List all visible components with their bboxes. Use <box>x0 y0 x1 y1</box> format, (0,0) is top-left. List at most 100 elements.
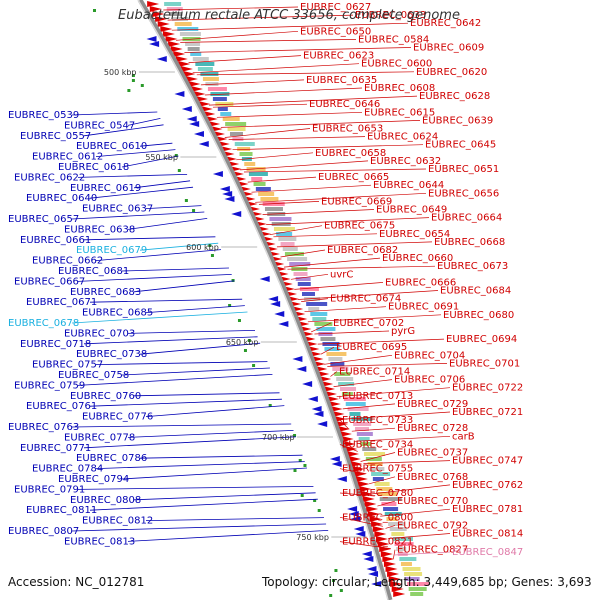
gene-label-forward: EUBREC_0642 <box>410 18 481 29</box>
forward-gene-arrow <box>185 76 198 82</box>
gene-label-forward: EUBREC_0639 <box>422 115 493 126</box>
reverse-gene-arrow <box>231 211 242 217</box>
forward-gene-arrow <box>162 31 175 37</box>
leader-line-forward <box>192 63 360 74</box>
leader-line-forward <box>212 103 308 108</box>
leader-line-forward <box>236 152 314 161</box>
leader-line-reverse <box>95 361 268 365</box>
forward-gene-arrow <box>391 586 404 592</box>
gene-label-forward: EUBREC_0632 <box>370 156 441 167</box>
cog-band <box>164 2 182 6</box>
cog-band <box>402 567 421 571</box>
reverse-gene-arrow <box>296 366 307 372</box>
gene-label-forward: EUBREC_0737 <box>397 448 468 459</box>
gene-label-forward: EUBREC_0635 <box>306 75 377 86</box>
forward-gene-arrow <box>352 466 365 472</box>
cog-band <box>332 367 349 371</box>
forward-gene-arrow <box>195 96 208 102</box>
gene-label-forward: EUBREC_0644 <box>373 180 444 191</box>
reverse-gene-arrow <box>366 566 377 572</box>
leader-line-forward <box>369 476 396 485</box>
gene-label-forward: EUBREC_0682 <box>327 245 398 256</box>
forward-gene-arrow <box>369 516 382 522</box>
tick-label: 500 kbp <box>104 68 137 77</box>
gene-label-forward: EUBREC_0713 <box>342 391 413 402</box>
forward-gene-arrow <box>388 576 401 582</box>
reverse-gene-arrow <box>311 406 322 412</box>
backbone-arc-highlight <box>137 0 389 600</box>
gc-marker <box>252 364 256 367</box>
forward-gene-arrow <box>366 506 379 512</box>
gene-label-reverse: EUBREC_0703 <box>64 328 135 339</box>
gc-marker <box>184 199 188 202</box>
cog-band <box>264 207 283 211</box>
reverse-gene-arrow <box>353 526 364 532</box>
forward-gene-arrow <box>382 556 395 562</box>
cog-band <box>251 177 263 181</box>
forward-gene-arrow <box>362 496 375 502</box>
leader-line-reverse <box>121 467 308 480</box>
cog-band <box>195 62 215 66</box>
cog-band <box>166 7 183 11</box>
reverse-gene-arrow <box>363 556 374 562</box>
gene-label-forward: EUBREC_0651 <box>428 164 499 175</box>
cog-band <box>225 122 247 126</box>
leader-line-forward <box>339 468 367 475</box>
cog-band <box>410 592 424 596</box>
gene-label-reverse: EUBREC_0776 <box>82 412 153 423</box>
leader-line-reverse <box>121 367 270 376</box>
cog-band <box>280 242 295 246</box>
gene-label-reverse: EUBREC_0679 <box>76 245 147 256</box>
gc-marker <box>243 349 247 352</box>
forward-gene-arrow <box>175 56 188 62</box>
leader-line-forward <box>262 209 375 215</box>
leader-line-reverse <box>133 492 316 501</box>
cog-band <box>365 457 382 461</box>
gene-label-forward: EUBREC_0666 <box>385 277 456 288</box>
gene-label-forward: EUBREC_0800 <box>342 512 413 523</box>
accession-text: Accession: NC_012781 <box>8 575 145 589</box>
cog-band <box>287 257 308 261</box>
cog-band <box>278 237 297 241</box>
tick-label: 550 kbp <box>145 153 178 162</box>
leader-line-reverse <box>139 454 303 459</box>
leader-line-forward <box>228 136 366 140</box>
gene-label-reverse: EUBREC_0786 <box>76 453 147 464</box>
gene-label-forward: EUBREC_0623 <box>303 51 374 62</box>
gene-label-reverse: EUBREC_0758 <box>58 370 129 381</box>
forward-gene-arrow <box>328 401 341 407</box>
reverse-gene-arrow <box>348 511 359 517</box>
cog-band <box>343 397 366 401</box>
leader-line-reverse <box>89 398 282 407</box>
cog-band <box>190 52 202 56</box>
gene-label-reverse: EUBREC_0778 <box>64 432 135 443</box>
leader-line-forward <box>339 516 383 527</box>
leader-line-forward <box>176 30 299 41</box>
gene-label-reverse: EUBREC_0812 <box>82 516 153 527</box>
leader-line-forward <box>251 184 372 193</box>
leader-line-reverse <box>133 180 191 189</box>
forward-gene-arrow <box>359 486 372 492</box>
leader-line-forward <box>394 551 451 556</box>
gene-label-forward: EUBREC_0847 <box>452 547 523 558</box>
gene-label-forward: EUBREC_0627 <box>300 2 371 13</box>
cog-band <box>330 362 345 366</box>
gene-label-forward: EUBREC_0600 <box>361 59 432 70</box>
cog-band <box>362 447 377 451</box>
gene-label-reverse: EUBREC_0619 <box>70 183 141 194</box>
leader-line-reverse <box>139 142 173 147</box>
cog-band <box>355 427 370 431</box>
cog-band <box>248 172 268 176</box>
leader-line-reverse <box>145 517 324 521</box>
forward-gene-arrow <box>393 591 406 597</box>
gene-label-forward: EUBREC_0615 <box>364 107 435 118</box>
reverse-gene-arrow <box>268 296 279 302</box>
leader-line-forward <box>377 500 396 507</box>
leader-line-forward <box>354 435 451 442</box>
gc-marker <box>208 244 212 247</box>
leader-line-forward <box>345 411 451 420</box>
leader-line-reverse <box>77 274 232 282</box>
reverse-gene-arrow <box>302 381 313 387</box>
gc-marker <box>303 464 307 467</box>
